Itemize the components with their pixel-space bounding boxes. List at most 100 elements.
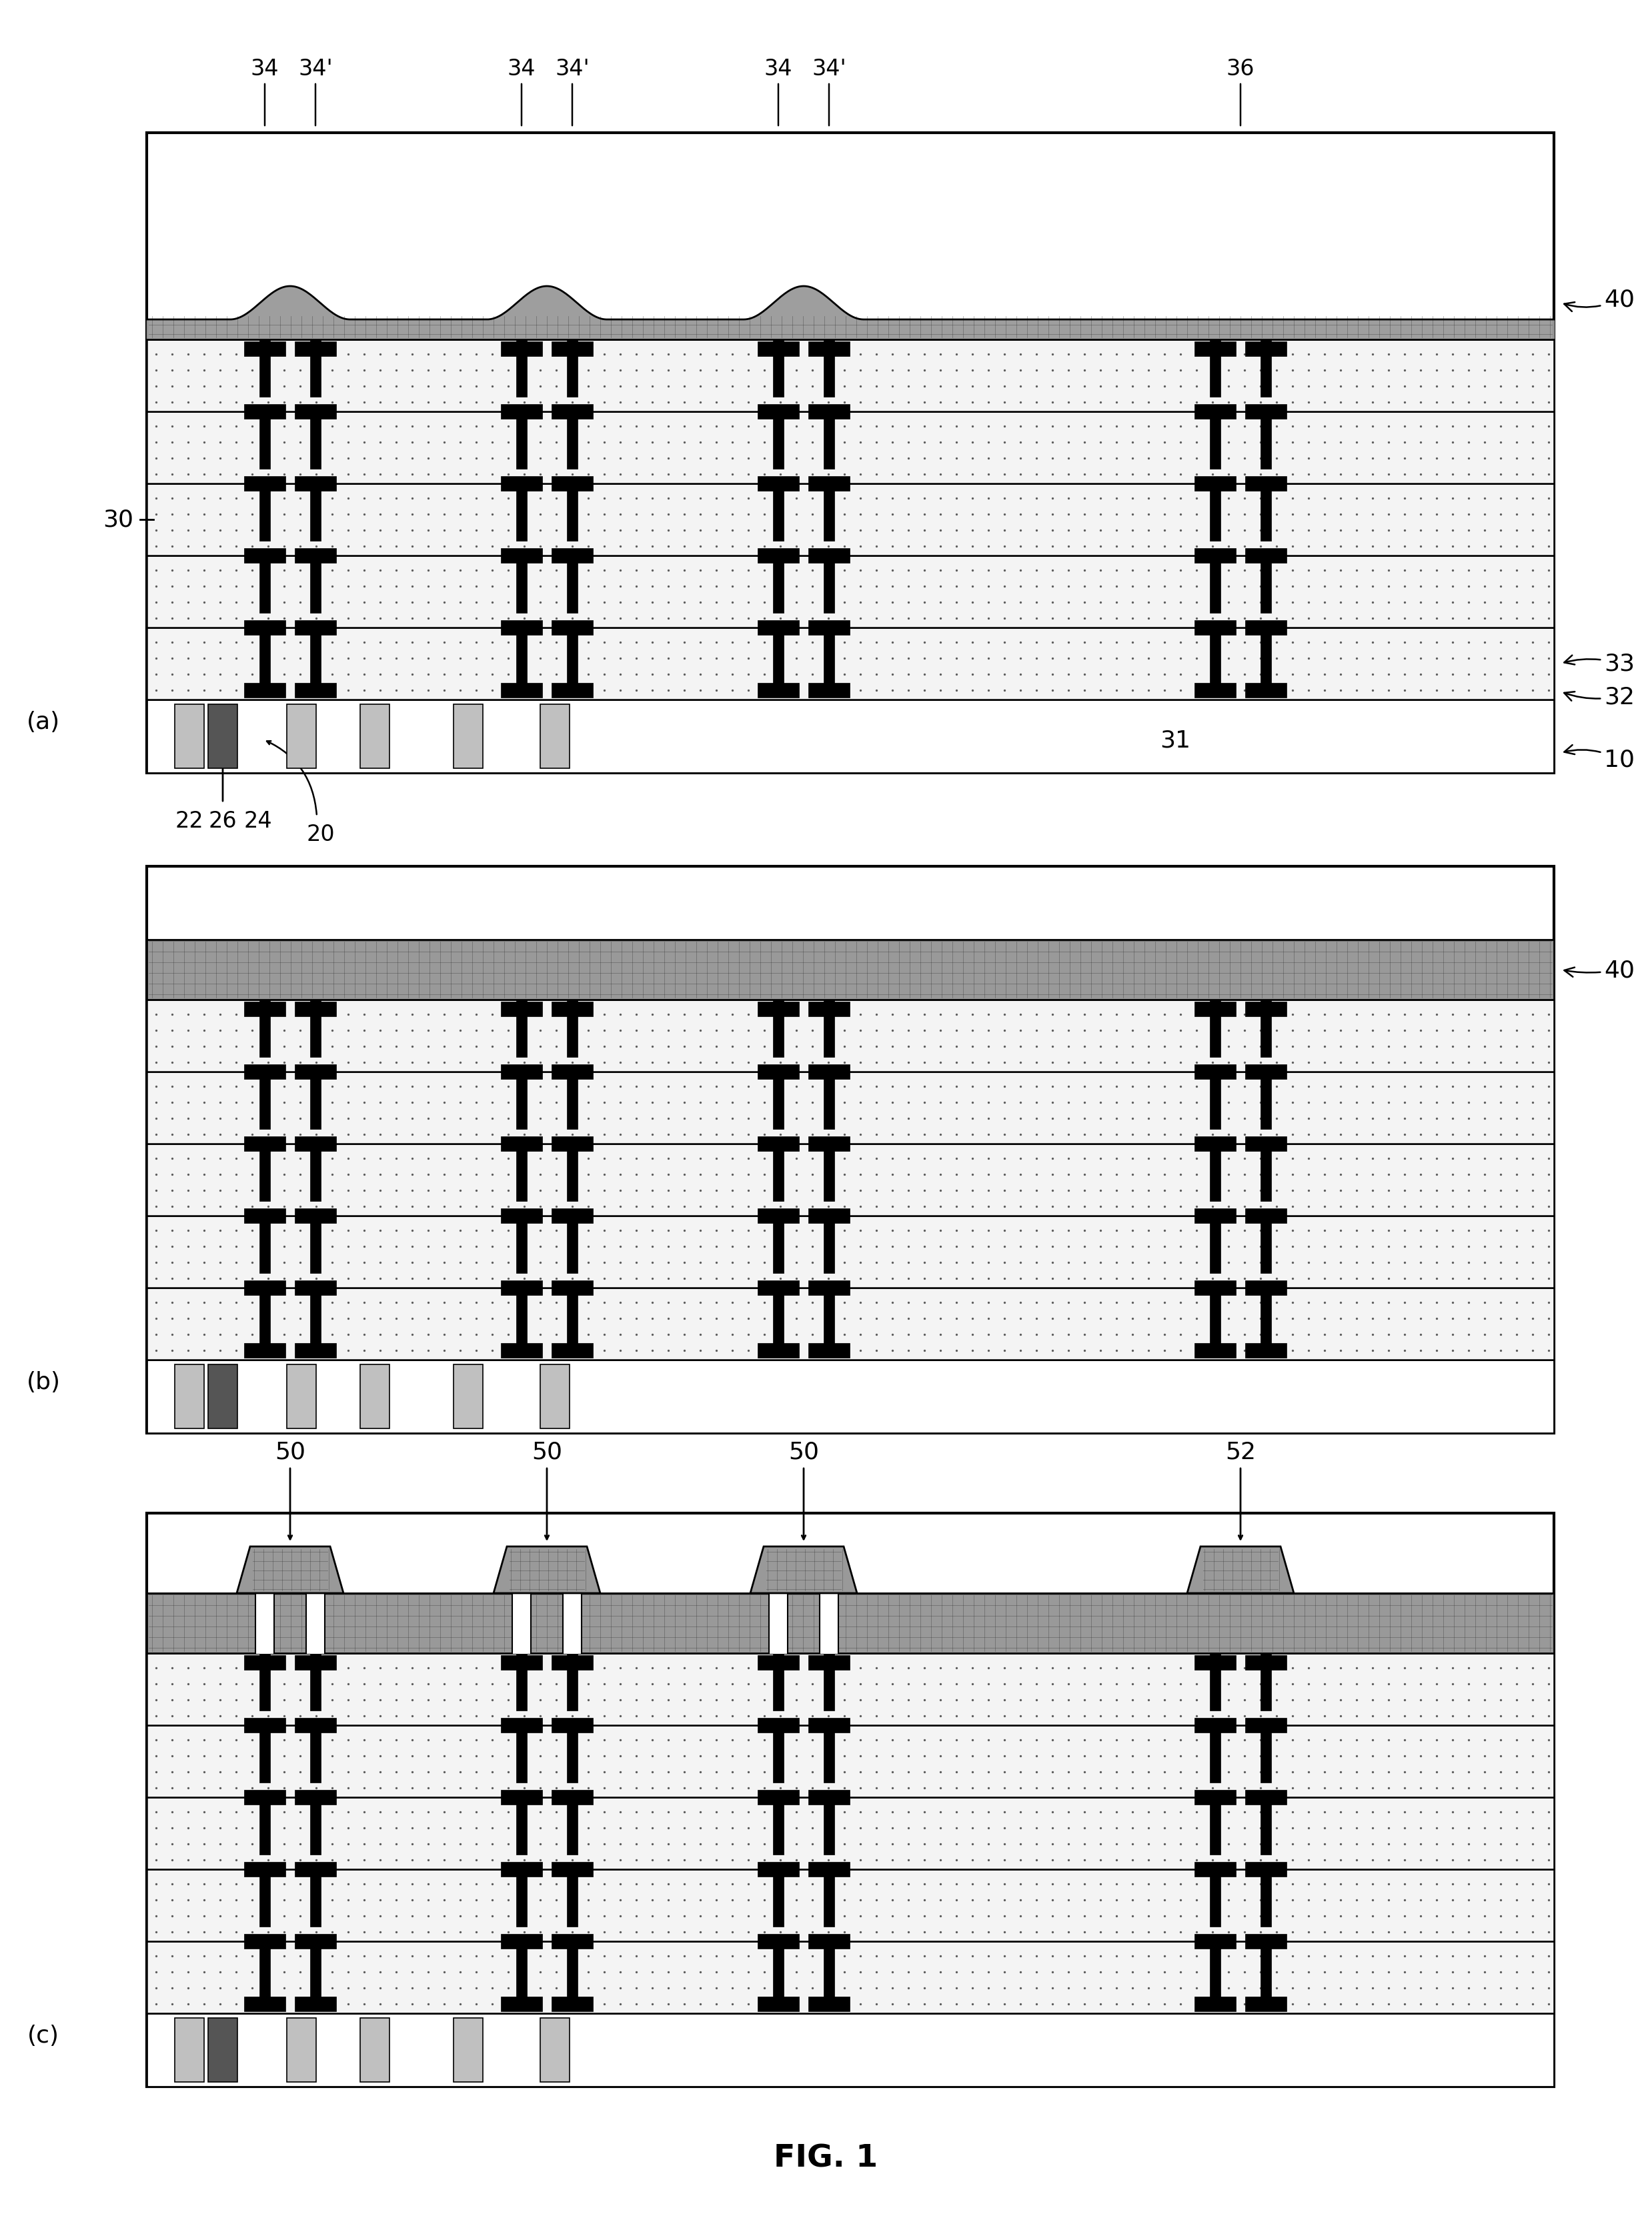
Bar bbox=[773, 1654, 783, 1712]
Bar bbox=[758, 1863, 800, 1876]
Text: 32: 32 bbox=[1564, 686, 1635, 708]
Bar bbox=[501, 1281, 542, 1294]
Bar bbox=[244, 1343, 286, 1359]
Bar bbox=[768, 1592, 788, 1654]
Bar bbox=[311, 1072, 320, 1130]
Bar bbox=[259, 555, 271, 613]
Text: 34': 34' bbox=[555, 58, 590, 80]
Bar bbox=[1194, 1863, 1236, 1876]
Bar bbox=[175, 704, 205, 768]
Bar bbox=[501, 684, 542, 697]
Bar bbox=[515, 1725, 527, 1783]
Bar bbox=[294, 1934, 335, 1949]
Text: 34': 34' bbox=[811, 58, 846, 80]
Bar bbox=[758, 1001, 800, 1017]
Bar bbox=[294, 1656, 335, 1669]
Bar bbox=[1260, 340, 1270, 397]
Bar bbox=[824, 628, 834, 686]
Bar bbox=[147, 939, 1555, 999]
Bar bbox=[1246, 548, 1287, 564]
Bar bbox=[294, 684, 335, 697]
Bar bbox=[311, 1143, 320, 1201]
Bar bbox=[758, 684, 800, 697]
Bar bbox=[147, 340, 1555, 413]
Bar bbox=[259, 1869, 271, 1927]
Bar bbox=[1246, 1137, 1287, 1152]
Bar bbox=[454, 1365, 482, 1430]
Bar bbox=[824, 1940, 834, 1998]
Bar bbox=[515, 1654, 527, 1712]
Bar bbox=[1260, 1288, 1270, 1345]
Bar bbox=[758, 1656, 800, 1669]
Bar bbox=[515, 1143, 527, 1201]
Bar bbox=[244, 477, 286, 491]
Bar bbox=[1246, 1863, 1287, 1876]
Bar bbox=[824, 1143, 834, 1201]
Bar bbox=[294, 342, 335, 357]
Bar bbox=[360, 704, 390, 768]
Text: 31: 31 bbox=[1160, 728, 1191, 753]
Bar bbox=[175, 1365, 205, 1430]
Polygon shape bbox=[236, 1547, 344, 1594]
Bar bbox=[808, 1208, 849, 1223]
Bar bbox=[515, 1798, 527, 1854]
Bar bbox=[501, 1343, 542, 1359]
Bar bbox=[758, 477, 800, 491]
Bar bbox=[552, 1066, 593, 1079]
Bar bbox=[501, 1001, 542, 1017]
Bar bbox=[758, 548, 800, 564]
Bar bbox=[567, 1798, 578, 1854]
Bar bbox=[501, 1066, 542, 1079]
Bar bbox=[567, 1654, 578, 1712]
Bar bbox=[147, 628, 1555, 699]
Bar bbox=[244, 1863, 286, 1876]
Bar bbox=[773, 340, 783, 397]
Text: 40: 40 bbox=[1564, 959, 1635, 981]
Bar bbox=[808, 1863, 849, 1876]
Bar bbox=[567, 1143, 578, 1201]
Bar bbox=[147, 484, 1555, 555]
Bar bbox=[824, 999, 834, 1057]
Bar bbox=[552, 1789, 593, 1805]
Bar bbox=[808, 622, 849, 635]
Bar bbox=[147, 866, 1555, 1434]
Bar bbox=[808, 684, 849, 697]
Bar bbox=[501, 1996, 542, 2011]
Polygon shape bbox=[1188, 1547, 1294, 1594]
Bar bbox=[311, 1288, 320, 1345]
Text: 50: 50 bbox=[274, 1441, 306, 1463]
Bar bbox=[773, 1798, 783, 1854]
Bar bbox=[1194, 1137, 1236, 1152]
Bar bbox=[501, 1208, 542, 1223]
Bar bbox=[1194, 622, 1236, 635]
Bar bbox=[259, 484, 271, 542]
Bar bbox=[147, 413, 1555, 484]
Bar bbox=[1246, 1066, 1287, 1079]
Bar bbox=[360, 1365, 390, 1430]
Polygon shape bbox=[750, 1547, 857, 1594]
Bar bbox=[1246, 1789, 1287, 1805]
Bar bbox=[311, 628, 320, 686]
Bar bbox=[567, 1940, 578, 1998]
Bar bbox=[552, 1863, 593, 1876]
Bar bbox=[256, 1592, 274, 1654]
Bar bbox=[824, 1217, 834, 1274]
Bar bbox=[552, 1934, 593, 1949]
Bar bbox=[287, 2018, 316, 2082]
Bar bbox=[259, 1072, 271, 1130]
Bar bbox=[1260, 999, 1270, 1057]
Bar bbox=[515, 1217, 527, 1274]
Bar bbox=[773, 1072, 783, 1130]
Bar bbox=[311, 1654, 320, 1712]
Bar bbox=[360, 2018, 390, 2082]
Bar bbox=[147, 699, 1555, 773]
Bar bbox=[808, 1996, 849, 2011]
Bar bbox=[552, 404, 593, 420]
Bar bbox=[244, 684, 286, 697]
Bar bbox=[1209, 999, 1221, 1057]
Bar bbox=[1209, 1798, 1221, 1854]
Bar bbox=[1194, 1789, 1236, 1805]
Bar bbox=[773, 413, 783, 468]
Bar bbox=[773, 1288, 783, 1345]
Text: 30: 30 bbox=[102, 508, 134, 531]
